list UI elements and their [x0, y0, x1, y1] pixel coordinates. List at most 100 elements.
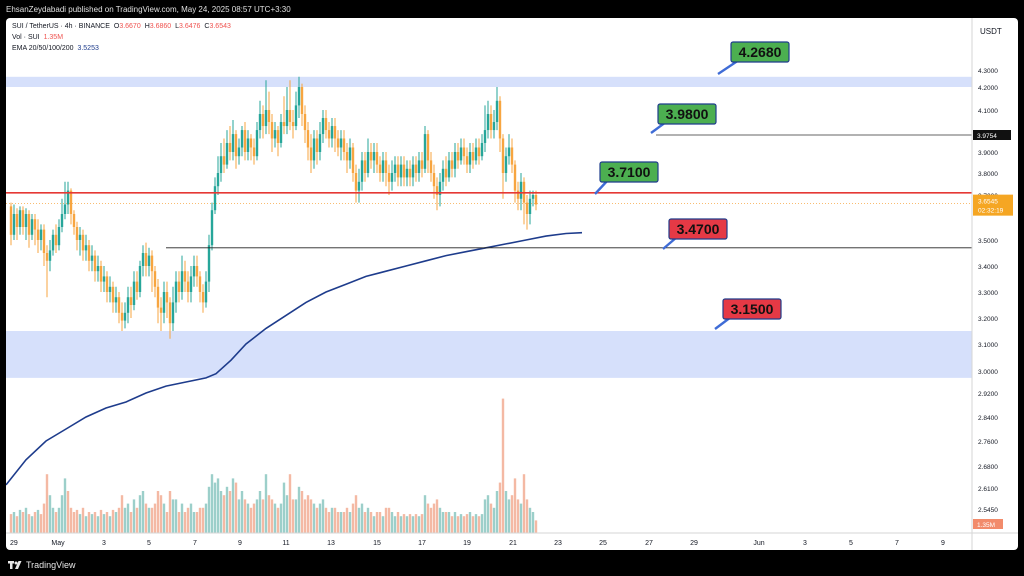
- legend-symbol-row: SUI / TetherUS · 4h · BINANCE O3.6670 H3…: [12, 22, 231, 32]
- volume-bar: [234, 482, 238, 533]
- volume-bar: [348, 512, 352, 533]
- legend-ema-label: EMA 20/50/100/200: [12, 45, 74, 52]
- candle-body: [18, 210, 22, 227]
- volume-bar: [441, 512, 445, 533]
- candle-body: [120, 312, 124, 321]
- volume-bar: [105, 512, 109, 533]
- volume-bar: [339, 512, 343, 533]
- volume-bar: [462, 516, 466, 533]
- candle-body: [102, 276, 106, 282]
- level-label-box-4.2680: [730, 41, 790, 63]
- candle-body: [324, 118, 328, 131]
- volume-bar: [123, 507, 127, 533]
- volume-bar: [282, 482, 286, 533]
- volume-bar: [246, 503, 250, 533]
- candle-body: [222, 156, 226, 165]
- x-tick-label: Jun: [753, 540, 764, 547]
- volume-bar: [210, 474, 214, 533]
- volume-bar: [426, 503, 430, 533]
- x-tick-label: 3: [102, 540, 106, 547]
- candle-body: [375, 152, 379, 165]
- volume-bar: [360, 503, 364, 533]
- volume-bar: [21, 512, 25, 533]
- volume-bar: [15, 516, 19, 533]
- volume-bar: [285, 495, 289, 533]
- volume-bar: [228, 491, 232, 533]
- candle-body: [441, 168, 445, 182]
- candle-body: [339, 138, 343, 148]
- candle-body: [12, 214, 16, 235]
- level-label-box-3.7100: [599, 161, 659, 183]
- volume-bar: [195, 512, 199, 533]
- volume-bar: [96, 516, 100, 533]
- volume-bar: [225, 486, 229, 533]
- volume-bar: [237, 499, 241, 533]
- zone-4.2680: [6, 76, 972, 87]
- candle-body: [360, 160, 364, 182]
- legend-c-label: C: [204, 23, 210, 30]
- axes-layer: USDT4.30004.20004.10003.90003.80003.7000…: [6, 18, 1018, 550]
- candle-body: [534, 195, 538, 205]
- volume-bar: [69, 507, 73, 533]
- volume-bar: [264, 474, 268, 533]
- candle-body: [81, 234, 85, 251]
- volume-bar: [252, 503, 256, 533]
- candle-body: [366, 152, 370, 173]
- candle-body: [129, 297, 133, 305]
- zones-layer: [6, 76, 972, 378]
- candle-body: [336, 138, 340, 148]
- candle-body: [363, 160, 367, 173]
- candle-body: [237, 147, 241, 157]
- candle-body: [258, 114, 262, 131]
- candle-body: [465, 156, 469, 165]
- x-tick-label: 9: [238, 540, 242, 547]
- chart-panel[interactable]: 4.2680 3.9800 3.7100 3.4700 3.1500 USDT 4.300…: [6, 18, 1018, 550]
- volume-bar: [324, 507, 328, 533]
- volume-bar: [315, 507, 319, 533]
- volume-bar: [276, 507, 280, 533]
- candle-body: [306, 130, 310, 148]
- y-tick-label: 2.9200: [978, 391, 998, 398]
- volume-bar: [189, 503, 193, 533]
- x-tick-label: 19: [463, 540, 471, 547]
- volume-bar: [216, 478, 220, 533]
- candle-body: [303, 114, 307, 131]
- x-tick-label: 23: [554, 540, 562, 547]
- candle-body: [168, 302, 172, 324]
- candle-body: [474, 147, 478, 161]
- volume-bar: [72, 512, 76, 533]
- volume-bar: [465, 514, 469, 533]
- volume-bar: [165, 512, 169, 533]
- candle-body: [198, 276, 202, 292]
- y-tick-label: 3.0000: [978, 369, 998, 376]
- volume-bar: [63, 478, 67, 533]
- chart-svg[interactable]: 4.2680 3.9800 3.7100 3.4700 3.1500 USDT 4.300…: [6, 18, 1018, 550]
- candles-layer: [9, 76, 538, 339]
- volume-bar: [249, 507, 253, 533]
- candle-body: [114, 297, 118, 303]
- candle-body: [393, 164, 397, 173]
- candle-body: [297, 87, 301, 106]
- volume-bar: [345, 507, 349, 533]
- x-tick-label: 3: [803, 540, 807, 547]
- volume-bar: [135, 507, 139, 533]
- candle-body: [309, 147, 313, 161]
- candle-body: [387, 173, 391, 182]
- volume-bar: [75, 509, 79, 533]
- legend-ema-row: EMA 20/50/100/200 3.5253: [12, 44, 99, 54]
- candle-body: [510, 147, 514, 165]
- candle-body: [294, 105, 298, 127]
- volume-bar: [240, 491, 244, 533]
- volume-bar: [132, 499, 136, 533]
- volume-bar: [519, 503, 523, 533]
- volume-bar: [168, 491, 172, 533]
- candle-body: [210, 210, 214, 246]
- volume-bar: [159, 495, 163, 533]
- candle-body: [483, 130, 487, 143]
- candle-body: [381, 160, 385, 173]
- volume-bar: [378, 512, 382, 533]
- candle-body: [435, 186, 439, 195]
- volume-bar: [87, 512, 91, 533]
- legend-vol-label: Vol · SUI: [12, 34, 40, 41]
- candle-body: [372, 152, 376, 161]
